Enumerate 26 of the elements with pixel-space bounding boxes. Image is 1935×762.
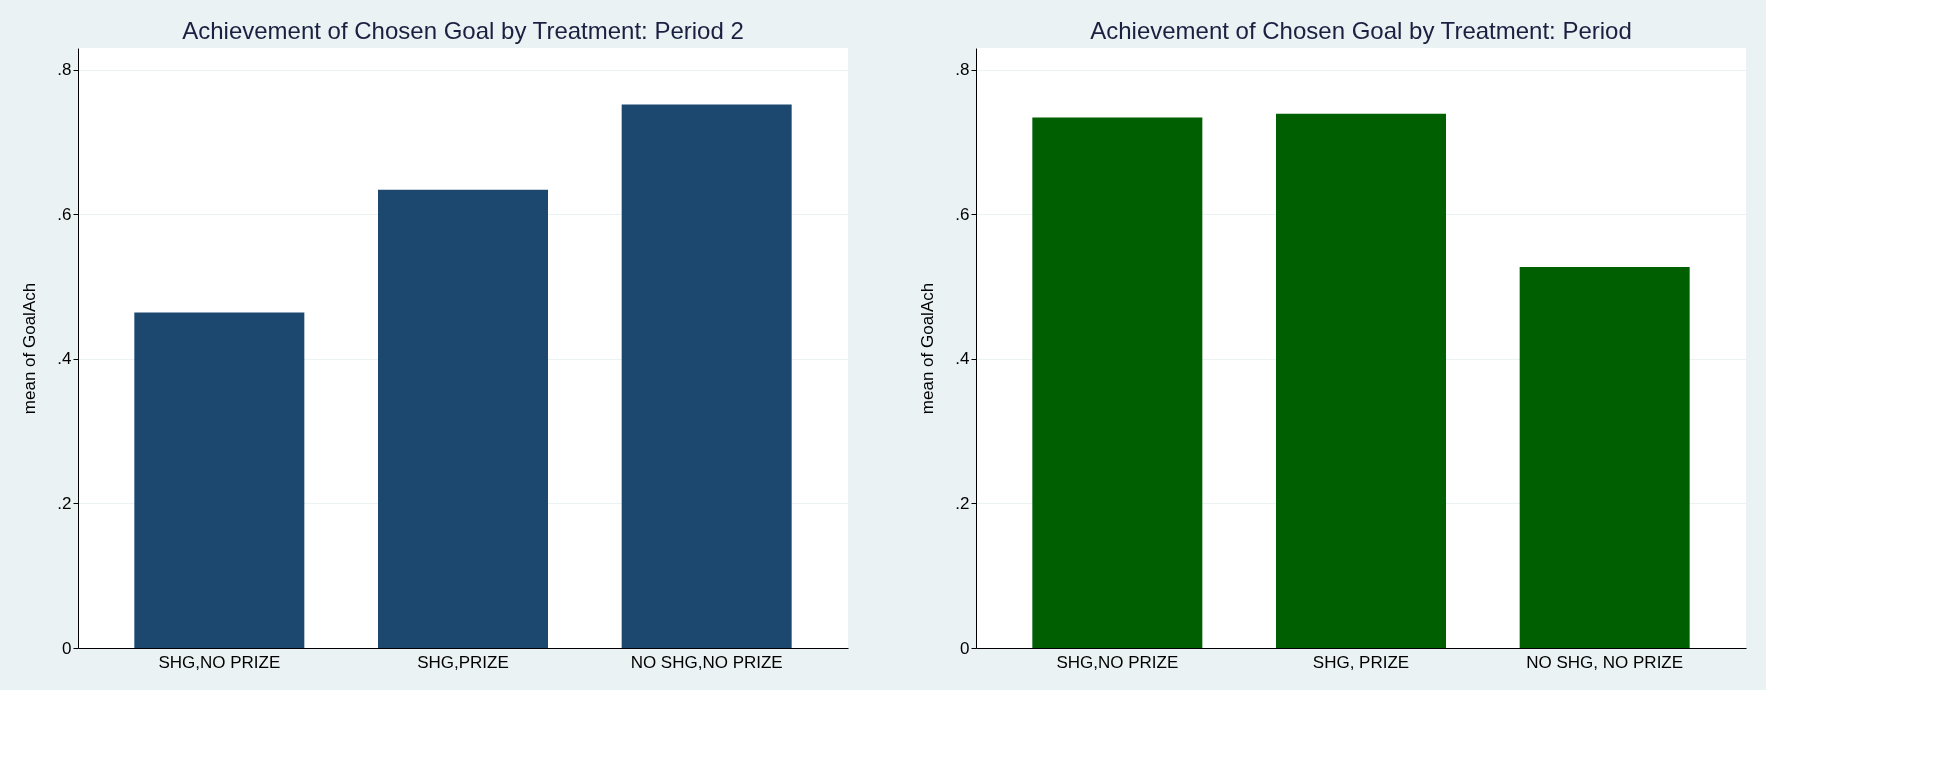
x-tick-label: NO SHG,NO PRIZE — [630, 652, 783, 672]
x-tick-label: SHG, PRIZE — [1312, 652, 1410, 672]
y-tick-label: 0 — [960, 638, 970, 658]
bar — [1276, 113, 1446, 648]
y-tick-label: .4 — [955, 349, 970, 369]
chart-title: Achievement of Chosen Goal by Treatment: Period 2 — [182, 17, 744, 44]
y-axis-title: mean of GoalAch — [918, 282, 938, 415]
chart-title: Achievement of Chosen Goal by Treatment: Period — [1090, 17, 1632, 44]
bar — [1519, 267, 1690, 648]
y-tick-label: .2 — [57, 493, 72, 513]
x-tick-label: SHG,NO PRIZE — [158, 652, 281, 672]
y-tick-label: .6 — [57, 204, 72, 224]
x-tick-label: NO SHG, NO PRIZE — [1526, 652, 1684, 672]
y-tick-label: .4 — [57, 349, 72, 369]
bar — [134, 312, 305, 648]
bar — [1032, 117, 1203, 648]
y-tick-label: .6 — [955, 204, 970, 224]
bar — [621, 104, 792, 648]
y-tick-label: 0 — [62, 638, 72, 658]
y-tick-label: .2 — [955, 493, 970, 513]
x-tick-label: SHG,NO PRIZE — [1056, 652, 1179, 672]
bar — [378, 189, 548, 648]
y-tick-label: .8 — [57, 60, 72, 80]
y-tick-label: .8 — [955, 60, 970, 80]
x-tick-label: SHG,PRIZE — [417, 652, 509, 672]
y-axis-title: mean of GoalAch — [20, 282, 40, 415]
